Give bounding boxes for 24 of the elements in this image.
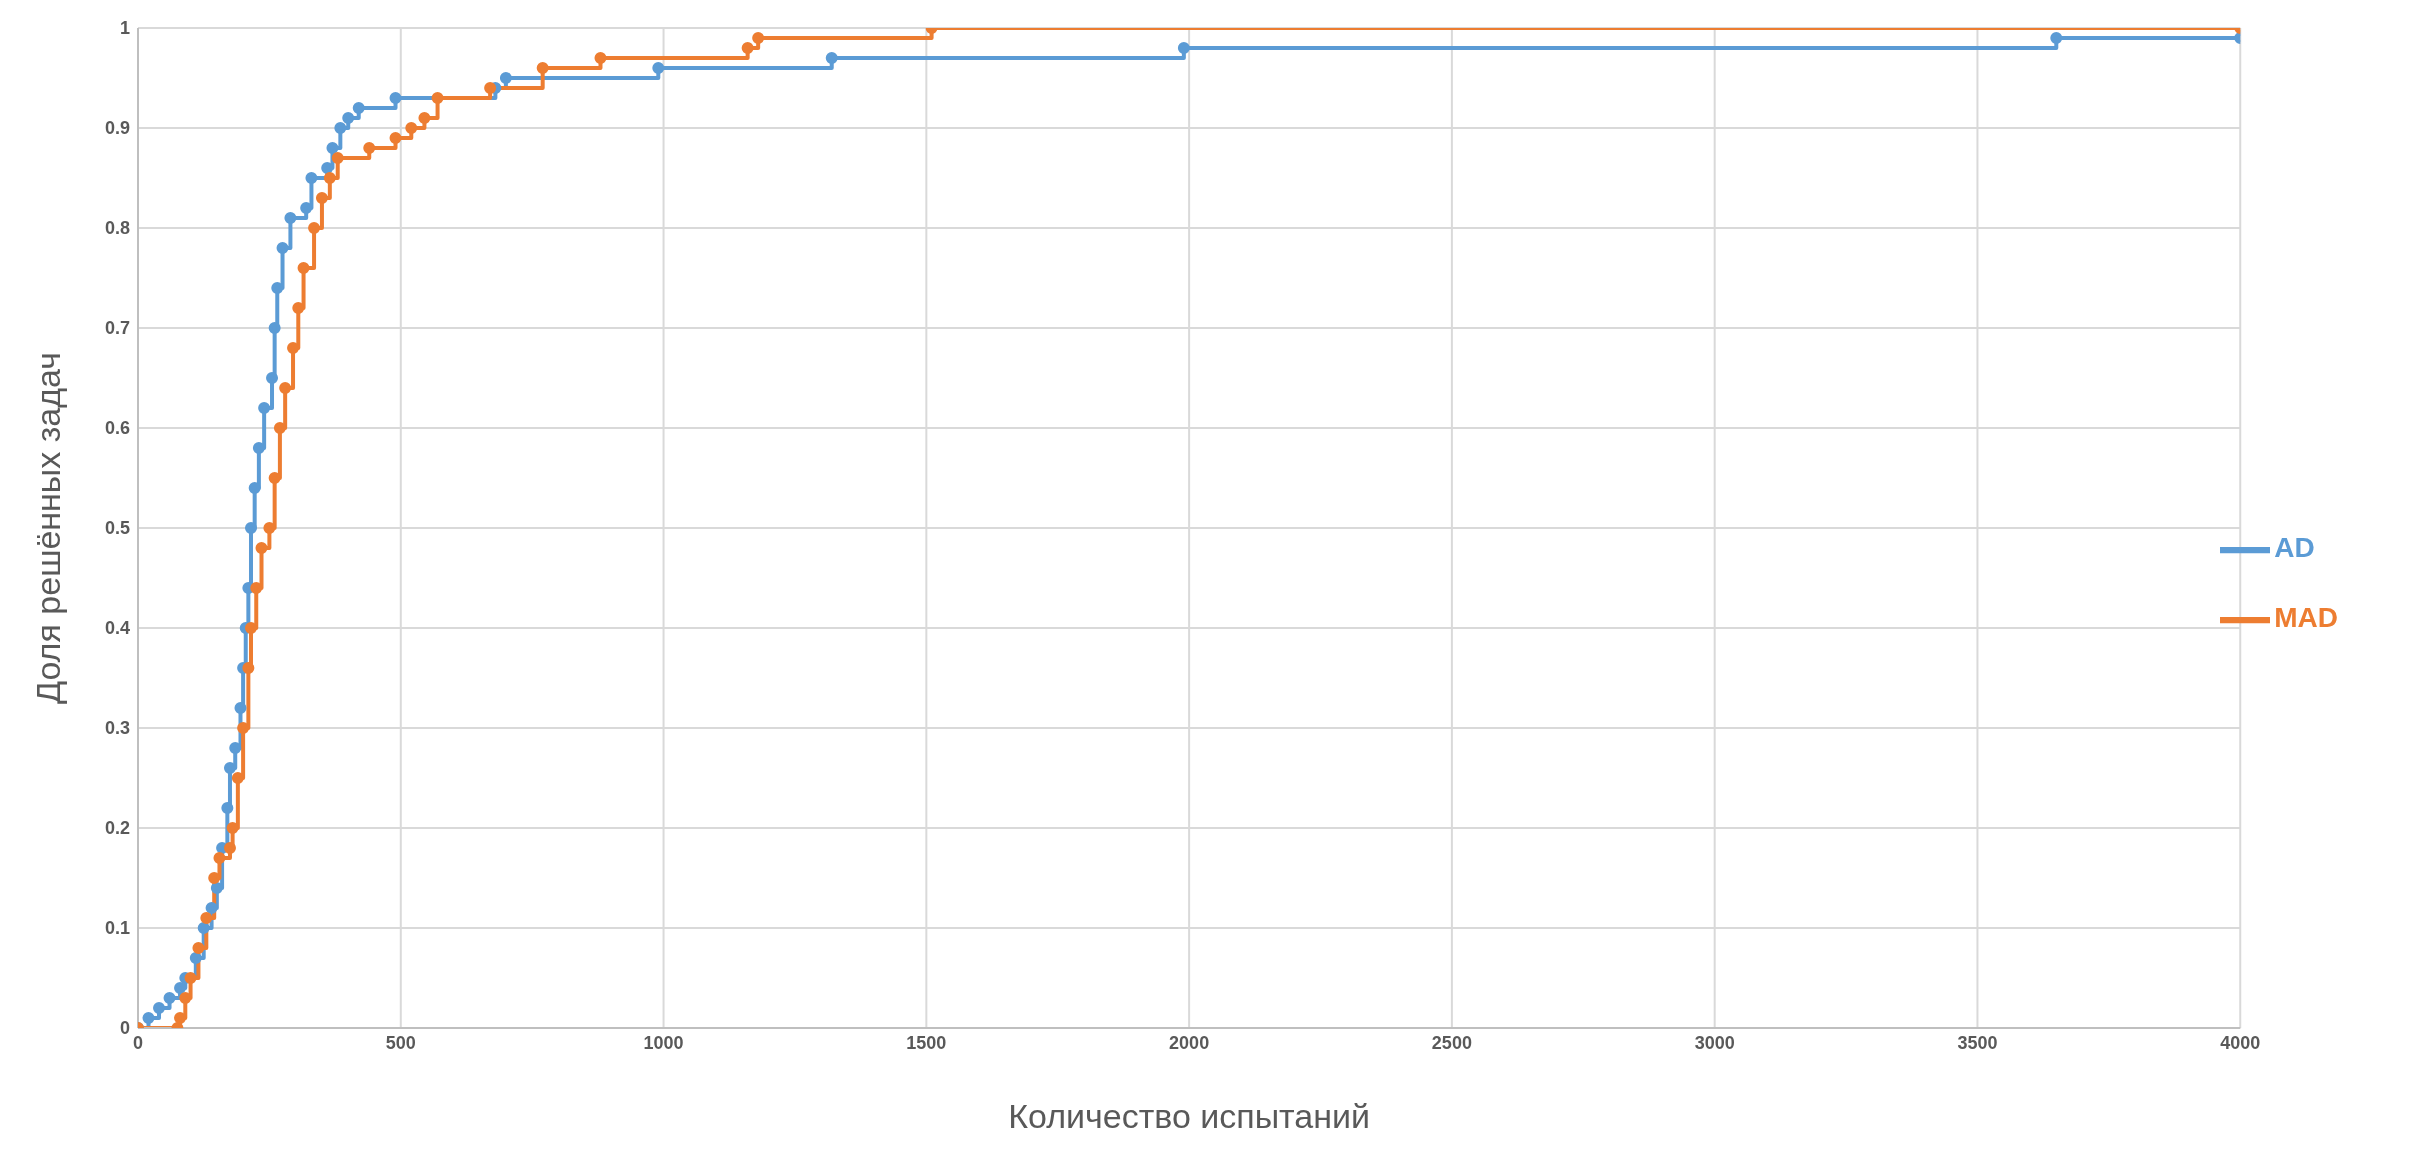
x-tick-label: 1500: [906, 1032, 947, 1053]
x-tick-label: 500: [385, 1032, 416, 1053]
y-tick-label: 0.8: [104, 218, 130, 239]
y-tick-label: 0: [119, 1018, 130, 1039]
x-tick-label: 1000: [643, 1032, 684, 1053]
y-tick-label: 0.3: [104, 718, 130, 739]
y-tick-label: 0.4: [104, 618, 130, 639]
y-tick-label: 0.2: [104, 818, 130, 839]
y-axis-title: Доля решённых задач: [29, 352, 68, 704]
x-axis-title: Количество испытаний: [1008, 1097, 1370, 1135]
x-tick-label: 2000: [1169, 1032, 1210, 1053]
y-tick-label: 0.7: [104, 318, 130, 339]
legend-label: AD: [2274, 532, 2315, 563]
x-tick-label: 2500: [1431, 1032, 1472, 1053]
y-tick-label: 0.9: [104, 118, 130, 139]
x-tick-label: 4000: [2220, 1032, 2261, 1053]
x-tick-label: 3000: [1694, 1032, 1735, 1053]
x-tick-label: 0: [132, 1032, 144, 1053]
y-tick-label: 0.6: [104, 418, 130, 439]
y-tick-label: 0.5: [104, 518, 130, 539]
x-tick-label: 3500: [1957, 1032, 1998, 1053]
legend-label: MAD: [2274, 602, 2338, 633]
y-tick-label: 0.1: [104, 918, 130, 939]
y-tick-label: 1: [119, 18, 130, 39]
